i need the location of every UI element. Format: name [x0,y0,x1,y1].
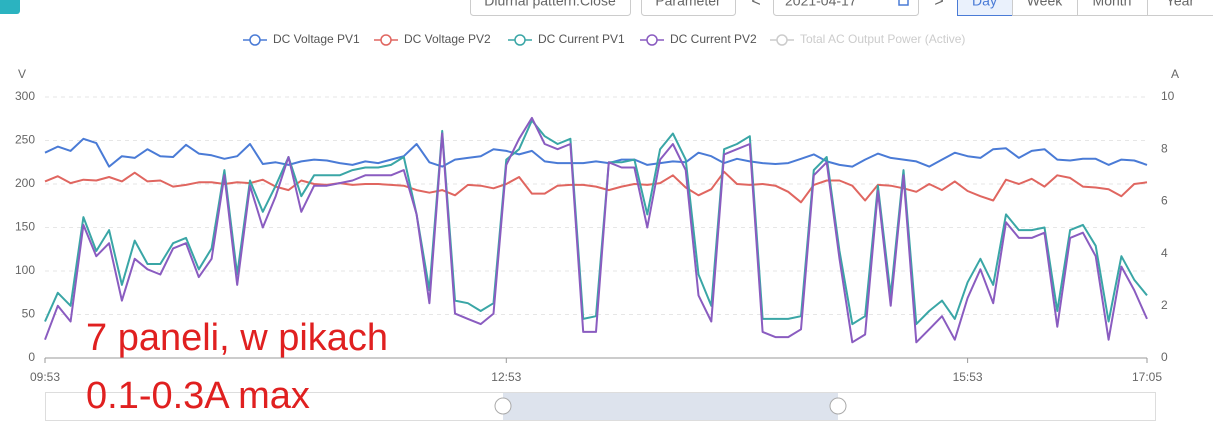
y2-tick-label: 2 [1161,298,1168,312]
y-tick-label: 250 [15,133,35,147]
y-tick-label: 50 [22,307,36,321]
legend-label[interactable]: Total AC Output Power (Active) [800,32,965,46]
legend-icon [646,34,658,46]
range-label: Week [1027,0,1064,9]
date-label: 2021-04-17 [785,0,857,9]
range-label: Year [1166,0,1195,9]
zoom-window[interactable] [503,393,838,420]
toolbar: Diurnal pattern:Close Parameter < 2021-0… [470,0,944,16]
legend-label[interactable]: DC Current PV2 [670,32,757,46]
legend-label[interactable]: DC Voltage PV1 [273,32,360,46]
y-tick-label: 300 [15,89,35,103]
range-label: Day [972,0,997,9]
y2-tick-label: 4 [1161,246,1168,260]
data-zoom[interactable] [45,392,1156,421]
legend: DC Voltage PV1 DC Voltage PV2 DC Current P… [243,32,965,46]
next-button[interactable]: > [934,0,943,10]
y2-tick-label: 6 [1161,194,1168,208]
y2-tick-label: 8 [1161,141,1168,155]
legend-icon [514,34,526,46]
legend-icon [380,34,392,46]
legend-label[interactable]: DC Current PV1 [538,32,625,46]
y2-axis-label: A [1171,67,1179,81]
parameter-label: Parameter [655,0,721,9]
pattern-label: Diurnal pattern:Close [484,0,616,9]
x-tick-label: 09:53 [30,370,60,384]
series-line [44,170,1148,204]
legend-icon [249,34,261,46]
annotation: 7 paneli, w pikach [86,317,388,359]
side-button[interactable] [0,0,20,14]
zoom-handle[interactable] [494,397,512,415]
date-picker[interactable] [773,0,919,16]
series-line [44,137,1148,168]
annotation: 0.1-0.3A max [86,375,310,417]
y2-tick-label: 0 [1161,350,1168,364]
x-tick-label: 17:05 [1132,370,1162,384]
x-tick-label: 15:53 [953,370,983,384]
calendar-icon [898,0,909,6]
zoom-handle[interactable] [829,397,847,415]
y-tick-label: 100 [15,263,35,277]
range-button[interactable] [1147,0,1213,16]
legend-icon [776,34,788,46]
y2-tick-label: 10 [1161,89,1175,103]
series-line [44,116,1148,344]
prev-button[interactable]: < [751,0,760,10]
legend-label[interactable]: DC Voltage PV2 [404,32,491,46]
range-label: Month [1093,0,1132,9]
parameter-button[interactable] [641,0,736,16]
y-axis-label: V [18,67,26,81]
y-tick-label: 200 [15,176,35,190]
x-tick-label: 12:53 [491,370,521,384]
series-line [44,119,1148,326]
y-tick-label: 150 [15,220,35,234]
pattern-button[interactable] [470,0,631,16]
range-switch: Day Week Month Year [957,0,1213,16]
y-tick-label: 0 [28,350,35,364]
